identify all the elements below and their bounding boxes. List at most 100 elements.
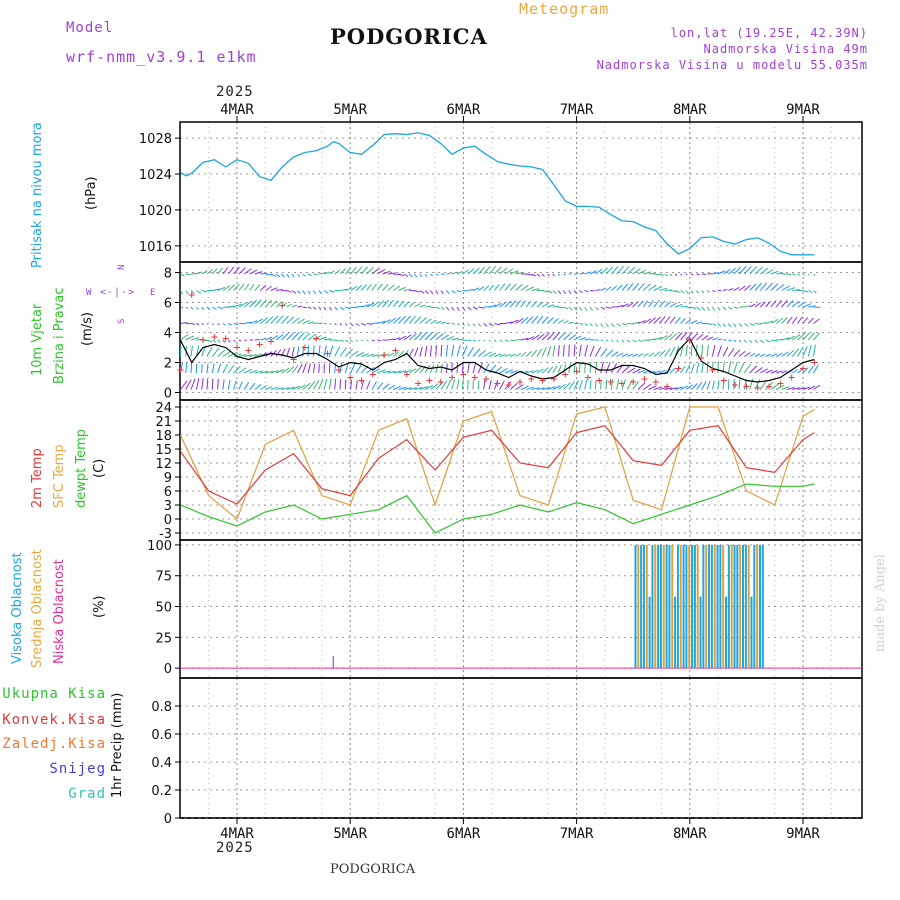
wind-vector	[493, 339, 497, 343]
wind-vector	[632, 368, 641, 374]
wind-vector	[297, 273, 301, 278]
wind-vector	[243, 268, 252, 275]
wind-vector	[807, 332, 815, 341]
top-year: 2025	[216, 84, 254, 100]
wind-vector	[536, 387, 545, 390]
wind-vector	[403, 315, 411, 324]
wind-vector	[627, 353, 634, 357]
y-tick-label: 8	[164, 267, 172, 282]
wind-vector	[488, 323, 494, 327]
wind-vector	[249, 299, 257, 308]
wind-vector	[312, 379, 320, 390]
wind-vector	[382, 299, 390, 308]
wind-vector	[690, 306, 697, 310]
wind-vector	[775, 284, 785, 291]
wind-vector	[201, 270, 208, 275]
wind-vector	[584, 290, 589, 293]
wind-gust-marker	[539, 377, 546, 384]
wind-vector	[329, 270, 335, 275]
wind-vector	[307, 306, 312, 310]
wind-vector	[680, 273, 683, 276]
wind-vector	[398, 370, 407, 374]
wind-vector	[286, 316, 295, 324]
wind-vector	[334, 378, 337, 390]
wind-gust-marker	[720, 377, 727, 384]
wind-vector	[680, 385, 689, 390]
wind-vector	[701, 290, 705, 294]
wind-vector	[579, 306, 583, 311]
wind-gust-marker	[347, 374, 354, 381]
wind-vector	[557, 364, 562, 374]
wind-vector	[233, 353, 242, 357]
wind-gust-marker	[777, 380, 784, 387]
wind-gust-marker	[222, 335, 229, 342]
wind-vector	[701, 335, 709, 341]
page-title: PODGORICA	[330, 24, 488, 49]
wind-vector	[398, 335, 407, 341]
wind-vector	[312, 345, 315, 357]
wind-gust-marker	[403, 371, 410, 378]
wind-vector	[472, 306, 478, 310]
wind-vector	[424, 384, 434, 390]
wind-vector	[424, 364, 431, 374]
wind-vector	[377, 320, 386, 324]
wind-vector	[313, 306, 317, 310]
wind-vector	[573, 335, 582, 341]
y-tick-label: 1028	[139, 132, 172, 147]
wind-vector	[754, 353, 761, 357]
y-tick-label: 9	[164, 471, 172, 486]
wind-vector	[525, 300, 532, 308]
wind-vector	[632, 321, 641, 324]
wind-vector	[414, 303, 421, 308]
wind-vector	[446, 290, 450, 294]
wind-vector	[419, 386, 428, 390]
wind-vector	[680, 332, 688, 341]
wind-vector	[515, 384, 524, 390]
wind-vector	[211, 268, 218, 275]
wind-vector	[520, 385, 529, 390]
wind-vector	[786, 350, 795, 357]
wind-vector	[573, 380, 579, 390]
wind-vector	[238, 367, 247, 374]
wind-gust-marker	[732, 382, 739, 388]
temp-title-3: dewpt Temp	[74, 428, 89, 508]
wind-vector	[366, 339, 369, 342]
wind-vector	[217, 323, 220, 326]
wind-vector	[594, 361, 598, 374]
dewpt-temp-line	[180, 483, 815, 534]
wind-vector	[297, 290, 301, 295]
wind-vector	[797, 333, 806, 341]
wind-vector	[488, 352, 497, 357]
wind-vector	[339, 323, 343, 326]
wind-vector	[578, 344, 582, 357]
y-tick-label: 21	[155, 415, 172, 430]
wind-vector	[791, 348, 800, 357]
wind-vector	[457, 338, 464, 341]
wind-vector	[653, 273, 660, 276]
wind-vector	[419, 304, 426, 308]
wind-vector	[393, 370, 401, 374]
wind-vector	[196, 338, 204, 341]
wind-vector	[206, 268, 213, 275]
wind-vector	[222, 266, 229, 275]
wind-vector	[217, 378, 219, 390]
wind-vector	[435, 290, 439, 295]
wind-vector	[244, 354, 252, 357]
wind-vector	[626, 283, 634, 291]
wind-vector	[770, 270, 779, 275]
wind-vector	[643, 271, 651, 275]
wind-vector	[669, 367, 676, 374]
wind-vector	[382, 270, 391, 275]
wind-vector	[296, 346, 300, 357]
wind-vector	[728, 288, 734, 291]
wind-vector	[563, 320, 569, 324]
wind-vector	[786, 287, 796, 291]
wind-vector	[260, 272, 268, 275]
wind-vector	[584, 323, 589, 326]
wind-gust-marker	[381, 352, 388, 358]
wind-vector	[552, 305, 560, 308]
cloud-title-low: Niska Oblacnost	[52, 559, 67, 664]
wind-vector	[323, 338, 332, 341]
wind-gust-marker	[811, 359, 818, 366]
wind-vector	[680, 305, 688, 308]
